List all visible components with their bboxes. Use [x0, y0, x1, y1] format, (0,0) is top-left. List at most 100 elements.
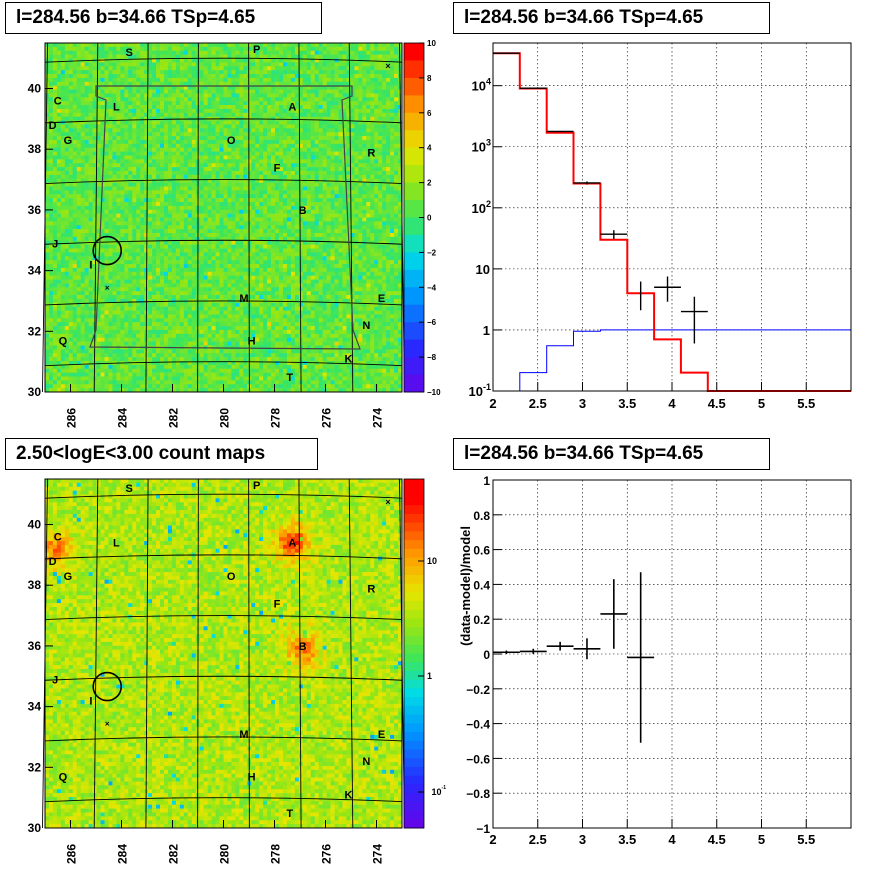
colorbar-segment — [404, 767, 424, 776]
colorbar-tick-label: 10 — [427, 556, 437, 566]
x-tick-label: 286 — [65, 844, 79, 864]
source-label: M — [239, 729, 248, 741]
x-tick-label: 3 — [579, 396, 586, 411]
colorbar-tick-label: −2 — [427, 248, 437, 257]
source-label: A — [288, 538, 296, 550]
x-tick-label: 3.5 — [618, 832, 636, 847]
colorbar-segment — [404, 749, 424, 758]
colorbar-segment — [404, 488, 424, 497]
x-tick-label: 278 — [269, 408, 283, 428]
colorbar-segment — [404, 619, 424, 628]
source-label: G — [64, 135, 73, 147]
colorbar-segment — [404, 375, 424, 393]
chart-title: l=284.56 b=34.66 TSp=4.65 — [453, 2, 770, 34]
colorbar-tick-label: 10 — [427, 39, 436, 48]
source-label: F — [274, 162, 281, 174]
x-tick-label: 276 — [320, 408, 334, 428]
source-label: O — [227, 135, 236, 147]
y-tick-label: 0.8 — [473, 509, 490, 523]
x-tick-label: 278 — [269, 844, 283, 864]
x-tick-label: 2 — [489, 396, 496, 411]
y-axis-label: (data-model)/model — [458, 526, 473, 646]
colorbar-segment — [404, 723, 424, 732]
x-tick-label: 284 — [116, 844, 130, 864]
colorbar-segment — [404, 531, 424, 540]
colorbar-segment — [404, 78, 424, 96]
source-label: T — [286, 808, 293, 820]
colorbar-segment — [404, 505, 424, 514]
colorbar-segment — [404, 357, 424, 375]
colorbar-segment — [404, 322, 424, 340]
source-label: S — [125, 47, 132, 59]
background-model-line — [520, 330, 851, 391]
chart-title: l=284.56 b=34.66 TSp=4.65 — [5, 2, 322, 34]
y-tick-label: 30 — [28, 821, 42, 835]
chart-title: l=284.56 b=34.66 TSp=4.65 — [453, 438, 770, 470]
source-label: B — [299, 641, 307, 653]
x-tick-label: 280 — [218, 408, 232, 428]
y-tick-label: 102 — [472, 199, 491, 216]
source-label: P — [253, 44, 260, 56]
grid — [493, 480, 851, 828]
colorbar-segment — [404, 732, 424, 741]
source-label: I — [89, 696, 92, 708]
colorbar-tick-label: 0 — [427, 214, 432, 223]
colorbar-segment — [404, 584, 424, 593]
source-label: S — [125, 483, 132, 495]
data-point — [681, 297, 708, 344]
y-tick-label: −0.6 — [466, 752, 490, 766]
source-label: K — [344, 790, 352, 802]
y-tick-label: 40 — [28, 82, 42, 96]
colorbar-segment — [404, 113, 424, 131]
source-label: C — [54, 96, 62, 108]
x-tick-label: 276 — [320, 844, 334, 864]
x-tick-label: 3 — [579, 832, 586, 847]
colorbar-segment — [404, 741, 424, 750]
colorbar-segment — [404, 592, 424, 601]
x-tick-label: 4.5 — [708, 396, 726, 411]
colorbar-segment — [404, 645, 424, 654]
colorbar-segment — [404, 610, 424, 619]
colorbar-segment — [404, 715, 424, 724]
y-tick-label: 36 — [28, 203, 42, 217]
colorbar-segment — [404, 566, 424, 575]
colorbar-segment — [404, 305, 424, 323]
x-tick-label: 274 — [371, 844, 385, 864]
colorbar-segment — [404, 514, 424, 523]
source-label: H — [248, 771, 256, 783]
y-tick-label: 30 — [28, 385, 42, 399]
y-tick-label: 0 — [483, 648, 490, 662]
colorbar-segment — [404, 601, 424, 610]
colorbar-segment — [404, 540, 424, 549]
y-tick-label: 10-1 — [469, 382, 491, 399]
x-tick-label: 5 — [758, 832, 765, 847]
colorbar-tick-label: −10 — [427, 388, 441, 397]
cross-marker: × — [385, 61, 390, 71]
colorbar-segment — [404, 636, 424, 645]
source-label: B — [299, 205, 307, 217]
data-point — [600, 230, 627, 239]
x-tick-label: 286 — [65, 408, 79, 428]
source-label: F — [274, 598, 281, 610]
source-label: A — [288, 102, 296, 114]
source-label: O — [227, 571, 236, 583]
x-tick-label: 282 — [167, 844, 181, 864]
source-label: G — [64, 571, 73, 583]
source-label: D — [49, 556, 57, 568]
colorbar-segment — [404, 287, 424, 305]
colorbar-segment — [404, 183, 424, 201]
colorbar-tick-label: 6 — [427, 109, 432, 118]
x-tick-label: 4 — [668, 396, 676, 411]
x-tick-label: 5.5 — [797, 396, 815, 411]
colorbar-tick-label: −4 — [427, 283, 437, 292]
colorbar-segment — [404, 130, 424, 148]
source-label: R — [367, 147, 375, 159]
x-tick-label: 3.5 — [618, 396, 636, 411]
colorbar-segment — [404, 235, 424, 253]
source-label: P — [253, 480, 260, 492]
source-label: Q — [59, 771, 68, 783]
